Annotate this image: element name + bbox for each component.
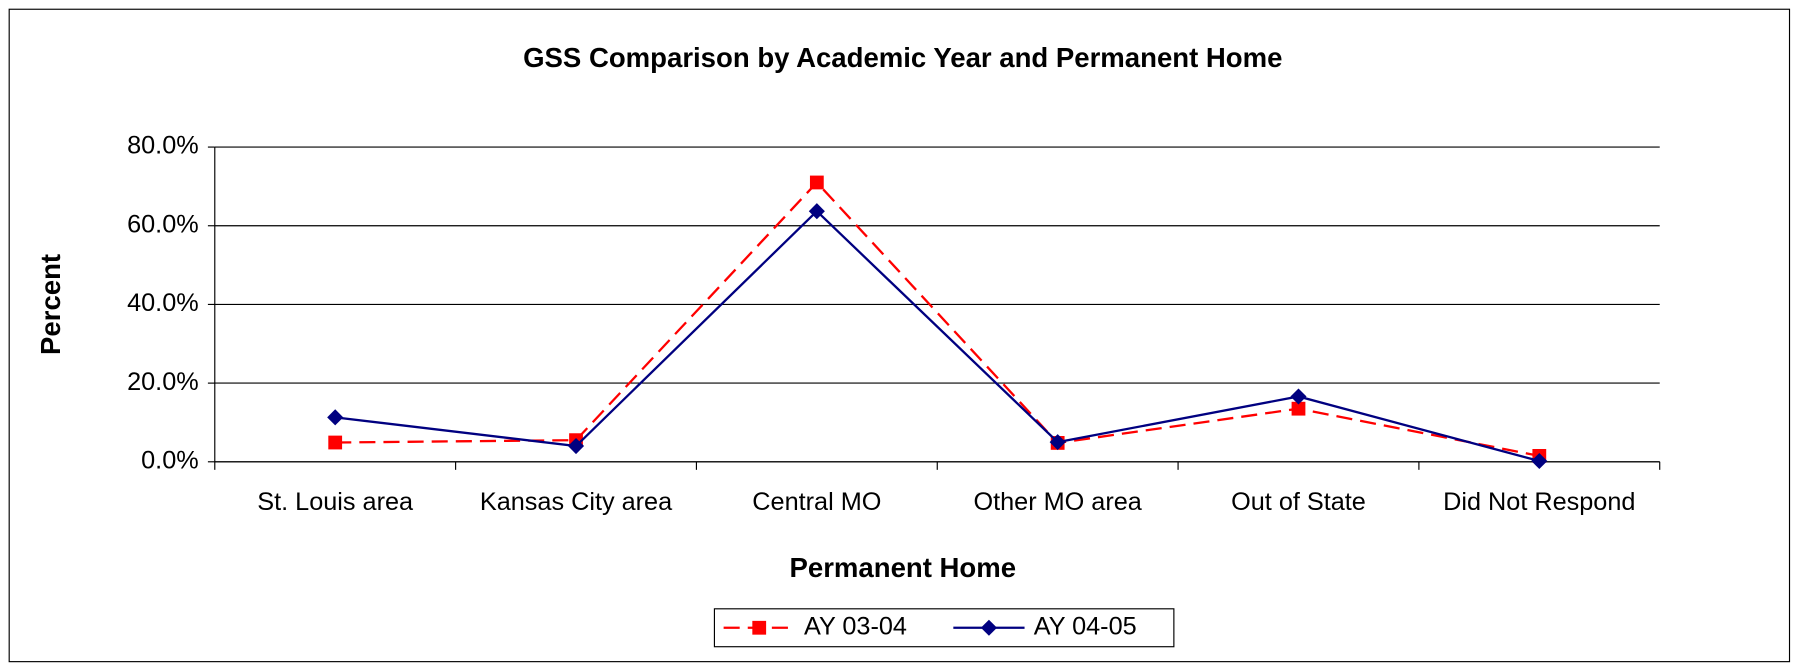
legend-box — [713, 608, 1175, 648]
marker — [809, 175, 824, 190]
marker — [1291, 401, 1306, 416]
y-tick-label: 20.0% — [127, 368, 199, 396]
x-tick-label: St. Louis area — [257, 488, 414, 516]
legend-marker — [752, 620, 767, 635]
x-tick-label: Central MO — [752, 488, 881, 516]
legend-label: AY 03-04 — [804, 612, 907, 640]
legend-marker — [980, 619, 997, 636]
marker — [328, 435, 343, 450]
chart-border — [8, 8, 1791, 663]
y-tick-label: 60.0% — [127, 210, 199, 238]
marker — [567, 438, 585, 455]
x-axis-label: Permanent Home — [790, 552, 1017, 583]
y-tick-label: 80.0% — [127, 132, 199, 160]
marker — [808, 203, 825, 220]
x-tick-label: Out of State — [1231, 488, 1366, 516]
marker — [1290, 388, 1307, 405]
x-tick-label: Did Not Respond — [1443, 488, 1635, 516]
y-tick-label: 40.0% — [127, 289, 199, 317]
chart-title: GSS Comparison by Academic Year and Perm… — [523, 42, 1282, 73]
y-axis-label: Percent — [35, 254, 66, 355]
y-tick-label: 0.0% — [141, 446, 199, 474]
series-line — [335, 209, 1540, 463]
x-tick-label: Other MO area — [973, 488, 1142, 516]
x-tick-label: Kansas City area — [480, 488, 673, 516]
legend-label: AY 04-05 — [1034, 612, 1137, 640]
